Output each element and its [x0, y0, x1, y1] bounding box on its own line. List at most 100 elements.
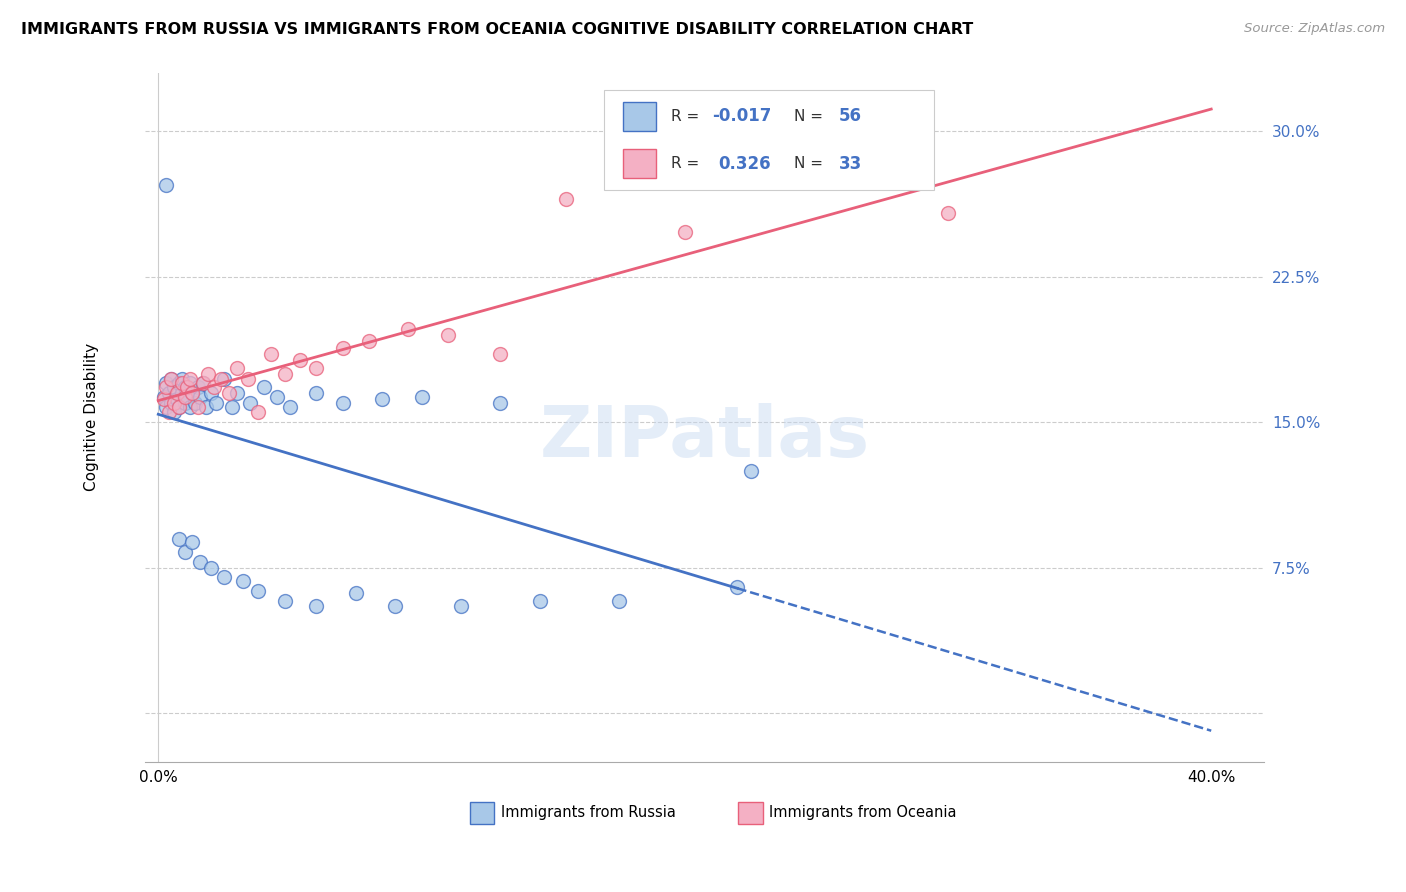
Text: IMMIGRANTS FROM RUSSIA VS IMMIGRANTS FROM OCEANIA COGNITIVE DISABILITY CORRELATI: IMMIGRANTS FROM RUSSIA VS IMMIGRANTS FRO…: [21, 22, 973, 37]
Point: [173, 396, 195, 410]
Text: -0.017: -0.017: [713, 107, 772, 126]
Point: [200, 560, 222, 574]
Point: [673, 225, 696, 239]
Text: N =: N =: [794, 109, 828, 124]
Point: [936, 205, 959, 219]
Text: ZIPatlas: ZIPatlas: [540, 403, 869, 473]
Point: [181, 386, 204, 401]
Point: [273, 593, 295, 607]
Point: [266, 390, 288, 404]
Point: [176, 380, 198, 394]
Point: [163, 380, 186, 394]
Text: Cognitive Disability: Cognitive Disability: [84, 343, 98, 491]
Point: [260, 347, 283, 361]
Text: 33: 33: [839, 155, 862, 173]
Point: [187, 380, 209, 394]
Point: [305, 599, 328, 614]
Point: [489, 396, 512, 410]
Point: [169, 532, 191, 546]
Point: [252, 380, 274, 394]
Point: [607, 593, 630, 607]
Point: [200, 386, 222, 401]
Point: [194, 400, 217, 414]
Point: [236, 372, 259, 386]
Point: [396, 322, 419, 336]
Point: [239, 396, 262, 410]
Point: [190, 555, 212, 569]
Point: [450, 599, 472, 614]
Text: Immigrants from Oceania: Immigrants from Oceania: [769, 805, 957, 820]
Point: [725, 580, 748, 594]
Point: [169, 400, 191, 414]
Bar: [623, 102, 657, 131]
Point: [179, 400, 201, 414]
Point: [166, 392, 188, 406]
Point: [160, 372, 183, 386]
Text: R =: R =: [671, 109, 704, 124]
Point: [555, 192, 578, 206]
Point: [489, 347, 512, 361]
Point: [181, 386, 204, 401]
Point: [344, 586, 367, 600]
Point: [437, 327, 460, 342]
Bar: [623, 150, 657, 178]
Point: [184, 396, 207, 410]
Point: [155, 400, 177, 414]
Point: [218, 386, 240, 401]
Point: [155, 380, 177, 394]
Point: [191, 376, 214, 391]
Point: [332, 342, 354, 356]
Point: [371, 392, 394, 406]
Point: [179, 372, 201, 386]
Point: [157, 405, 180, 419]
Point: [157, 386, 180, 401]
Point: [384, 599, 406, 614]
Point: [173, 545, 195, 559]
Point: [155, 376, 177, 391]
Text: N =: N =: [794, 156, 828, 171]
Point: [273, 367, 295, 381]
Point: [166, 386, 188, 401]
Point: [155, 178, 177, 193]
Point: [226, 386, 249, 401]
FancyBboxPatch shape: [603, 90, 934, 190]
Text: R =: R =: [671, 156, 704, 171]
Point: [305, 386, 328, 401]
Point: [357, 334, 380, 348]
Point: [163, 396, 186, 410]
Bar: [738, 802, 762, 823]
Point: [290, 353, 312, 368]
Point: [305, 360, 328, 375]
Point: [209, 372, 232, 386]
Point: [170, 386, 193, 401]
Point: [190, 390, 212, 404]
Point: [529, 593, 551, 607]
Point: [205, 396, 228, 410]
Point: [187, 400, 209, 414]
Point: [332, 396, 354, 410]
Point: [212, 372, 235, 386]
Point: [169, 400, 191, 414]
Point: [226, 360, 249, 375]
Point: [176, 390, 198, 404]
Point: [170, 372, 193, 386]
Point: [740, 464, 762, 478]
Point: [163, 405, 186, 419]
Text: Immigrants from Russia: Immigrants from Russia: [501, 805, 676, 820]
Point: [152, 392, 174, 406]
Point: [231, 574, 253, 589]
Point: [181, 535, 204, 549]
Point: [170, 376, 193, 391]
Text: 0.326: 0.326: [718, 155, 770, 173]
Point: [173, 390, 195, 404]
Point: [179, 376, 201, 391]
Point: [197, 367, 219, 381]
Point: [169, 376, 191, 391]
Point: [160, 372, 183, 386]
Text: 56: 56: [839, 107, 862, 126]
Point: [221, 400, 243, 414]
Point: [202, 380, 225, 394]
Point: [247, 405, 270, 419]
Point: [191, 376, 214, 391]
Text: Source: ZipAtlas.com: Source: ZipAtlas.com: [1244, 22, 1385, 36]
